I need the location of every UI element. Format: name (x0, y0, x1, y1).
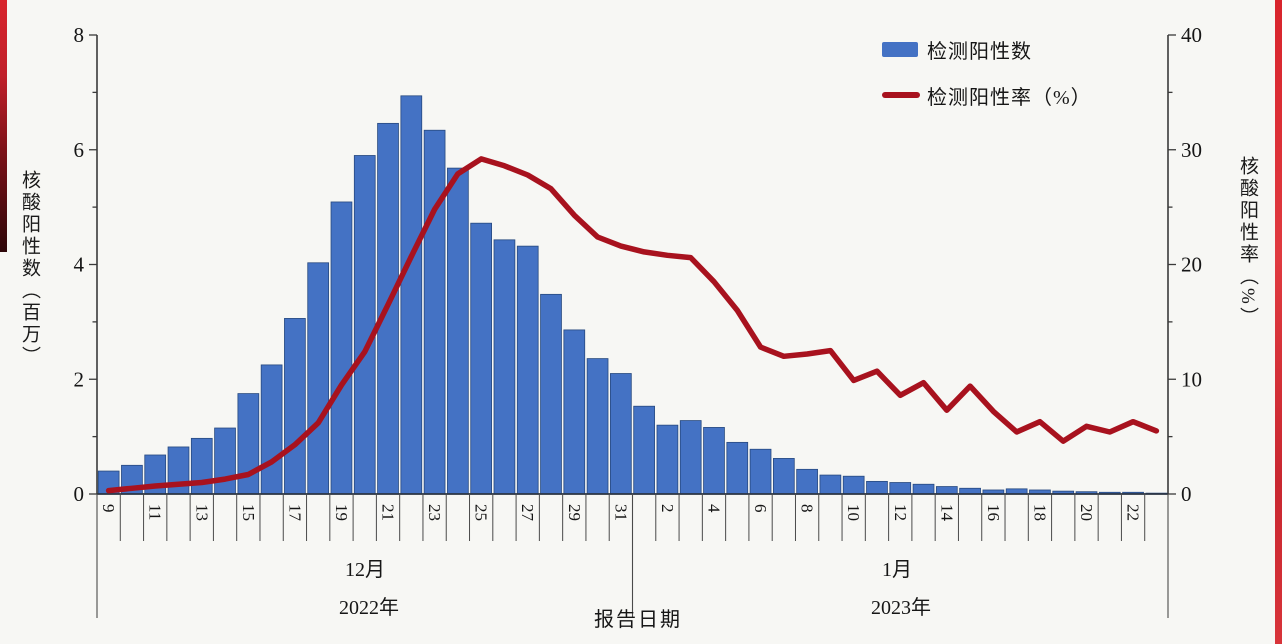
day-tick-label: 10 (844, 504, 863, 521)
right-tick-label: 10 (1181, 367, 1202, 391)
legend-label: 检测阳性数 (927, 40, 1032, 63)
legend: 检测阳性数 检测阳性率（%） (882, 36, 1182, 128)
left-tick-label: 8 (74, 23, 85, 47)
x-axis-title: 报告日期 (594, 609, 682, 631)
bar (656, 424, 679, 495)
legend-bar-swatch (882, 41, 918, 57)
day-tick-label: 9 (99, 504, 118, 513)
bar (237, 393, 260, 495)
x-group-year-2023: 2023年 (871, 597, 931, 619)
day-tick-label: 21 (379, 504, 398, 521)
bar (447, 167, 469, 495)
day-tick-label: 14 (937, 504, 956, 522)
right-tick-label: 20 (1181, 253, 1202, 277)
bar (866, 480, 888, 495)
day-tick-label: 25 (472, 504, 491, 521)
bar (353, 155, 376, 495)
day-tick-label: 6 (751, 504, 770, 513)
day-tick-label: 2 (658, 504, 677, 513)
bar (633, 405, 655, 495)
bar (703, 427, 725, 495)
day-tick-label: 22 (1124, 504, 1143, 521)
bar (493, 239, 516, 495)
day-tick-label: 31 (611, 504, 630, 521)
bar (889, 482, 912, 495)
day-tick-label: 15 (239, 504, 258, 521)
bar (260, 364, 283, 495)
bar (516, 245, 539, 495)
bar (610, 373, 632, 495)
bar (726, 441, 749, 495)
bar (679, 420, 702, 495)
day-tick-label: 23 (425, 504, 444, 521)
bar (563, 329, 586, 495)
bar (819, 474, 842, 495)
bar (842, 475, 865, 495)
left-tick-label: 0 (74, 482, 85, 506)
day-tick-label: 27 (518, 504, 537, 522)
legend-label: 检测阳性率（%） (927, 86, 1092, 109)
left-tick-label: 4 (74, 253, 85, 277)
day-tick-label: 16 (984, 504, 1003, 521)
left-tick-label: 6 (74, 138, 85, 162)
rate-line (105, 156, 1160, 494)
right-axis-title: 核酸阳性率（%） (1237, 156, 1258, 329)
legend-line-swatch (882, 92, 920, 98)
day-tick-label: 20 (1077, 504, 1096, 521)
day-tick-label: 4 (704, 504, 723, 513)
bar (773, 458, 795, 495)
day-tick-label: 12 (891, 504, 910, 521)
bar (935, 486, 958, 495)
bar (470, 222, 493, 495)
left-axis-title: 核酸阳性数（百万） (19, 170, 40, 368)
x-group-month-january: 1月 (882, 559, 912, 581)
x-group-year-2022: 2022年 (339, 597, 399, 619)
bar (540, 293, 562, 495)
bar (586, 358, 609, 495)
legend-item-positive-rate: 检测阳性率（%） (882, 82, 1182, 109)
day-tick-label: 11 (146, 504, 165, 520)
bar (796, 468, 818, 495)
legend-item-positive-count: 检测阳性数 (882, 36, 1182, 63)
bar (749, 448, 772, 495)
left-tick-label: 2 (74, 367, 85, 391)
bar (214, 427, 236, 495)
bar (400, 95, 423, 495)
right-tick-label: 30 (1181, 138, 1202, 162)
bar (284, 318, 306, 495)
day-tick-label: 29 (565, 504, 584, 521)
bar (912, 483, 935, 495)
bar (307, 262, 330, 495)
x-group-month-december: 12月 (345, 559, 385, 581)
day-tick-label: 8 (798, 504, 817, 513)
bar (330, 201, 353, 495)
day-tick-label: 18 (1030, 504, 1049, 521)
right-tick-label: 0 (1181, 482, 1192, 506)
day-tick-label: 17 (285, 504, 304, 522)
day-tick-label: 19 (332, 504, 351, 521)
right-tick-label: 40 (1181, 23, 1202, 47)
bar (423, 129, 446, 495)
day-tick-label: 13 (192, 504, 211, 521)
